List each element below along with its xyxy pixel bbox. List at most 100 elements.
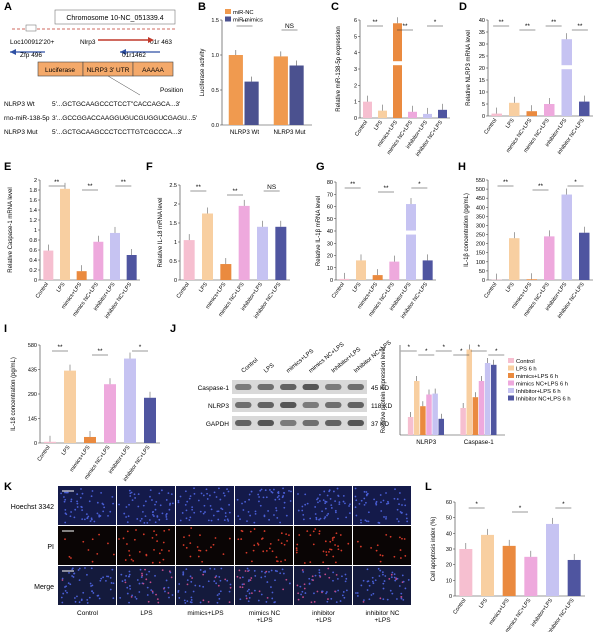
x-tick-label: Control (35, 282, 50, 300)
cell-dot (208, 580, 210, 582)
cell-dot (128, 515, 130, 517)
y-tick-label: 0 (354, 116, 357, 122)
cell-dot (186, 600, 188, 602)
microscopy-col-label: inhibitor NC (366, 610, 400, 617)
significance-label: ** (372, 19, 378, 26)
cell-dot (380, 501, 382, 503)
cell-dot (201, 493, 203, 495)
cell-dot (64, 522, 66, 524)
cell-dot (224, 579, 226, 581)
cell-dot (246, 598, 248, 600)
cell-dot (218, 593, 220, 595)
bar (509, 238, 520, 280)
y-tick-label: 6 (354, 18, 357, 24)
x-tick-label: mimics+LPS (69, 444, 92, 473)
cell-dot (276, 517, 278, 519)
cell-dot (380, 561, 382, 563)
bar (389, 262, 399, 280)
cell-dot (89, 500, 91, 502)
x-tick-label: mimics+LPS (488, 597, 511, 626)
cell-dot (283, 507, 285, 509)
significance-label: * (434, 19, 437, 26)
cell-dot (272, 550, 274, 552)
cell-dot (325, 540, 327, 542)
y-tick-label: 250 (476, 233, 485, 239)
cell-dot (327, 495, 329, 497)
cell-dot (123, 513, 125, 515)
cell-dot (61, 602, 63, 604)
cell-dot (399, 537, 401, 539)
cell-dot (81, 518, 83, 520)
cell-dot (385, 518, 387, 520)
y-tick-label: 2 (34, 178, 37, 184)
cell-dot (317, 501, 319, 503)
cell-dot (191, 509, 193, 511)
cell-dot (182, 573, 184, 575)
cell-dot (334, 590, 336, 592)
cell-dot (337, 590, 339, 592)
blot-band (325, 420, 342, 426)
legend-swatch (508, 388, 514, 393)
cell-dot (162, 559, 164, 561)
cell-dot (319, 494, 321, 496)
bar (467, 350, 473, 436)
microscopy-image (353, 526, 411, 565)
cell-dot (79, 601, 81, 603)
cell-dot (91, 590, 93, 592)
cell-dot (394, 498, 396, 500)
cell-dot (394, 488, 396, 490)
cell-dot (237, 499, 239, 501)
bar (423, 114, 432, 118)
cell-dot (274, 601, 276, 603)
cell-dot (367, 493, 369, 495)
cell-dot (112, 503, 114, 505)
cell-dot (182, 512, 184, 514)
cell-dot (332, 580, 334, 582)
cell-dot (337, 545, 339, 547)
cell-dot (279, 572, 281, 574)
cell-dot (168, 597, 170, 599)
y-tick-label: 20 (479, 66, 485, 72)
bar (239, 206, 250, 280)
cell-dot (324, 518, 326, 520)
y-tick-label: 0 (482, 278, 485, 284)
cell-dot (185, 591, 187, 593)
cell-dot (326, 591, 328, 593)
cell-dot (199, 534, 201, 536)
cell-dot (332, 571, 334, 573)
cell-dot (297, 592, 299, 594)
blot-kd-label: 45 KD (371, 385, 389, 392)
blot-band (258, 384, 275, 390)
cell-dot (213, 515, 215, 517)
y-axis-label: Luciferase activity (200, 49, 206, 97)
cell-dot (158, 519, 160, 521)
bar (60, 189, 70, 280)
cell-dot (364, 504, 366, 506)
blot-protein-label: Caspase-1 (198, 385, 230, 392)
cell-dot (129, 588, 131, 590)
cell-dot (265, 571, 267, 573)
cell-dot (385, 534, 387, 536)
bar (544, 236, 555, 280)
cell-dot (248, 580, 250, 582)
cell-dot (184, 602, 186, 604)
cell-dot (376, 501, 378, 503)
cell-dot (247, 590, 249, 592)
cell-dot (303, 518, 305, 520)
y-tick-label: 150 (476, 251, 485, 257)
y-tick-label: 5 (482, 102, 485, 108)
cell-dot (325, 508, 327, 510)
cell-dot (385, 492, 387, 494)
cell-dot (264, 576, 266, 578)
cell-dot (368, 598, 370, 600)
microscopy-col-label: mimics+LPS (187, 610, 224, 617)
microscopy-row-label: Hoechst 3342 (11, 504, 54, 511)
cell-dot (329, 541, 331, 543)
y-axis-label: Cell apoptosis index (%) (431, 517, 437, 582)
cell-dot (225, 512, 227, 514)
cell-dot (219, 499, 221, 501)
cell-dot (322, 590, 324, 592)
cell-dot (355, 506, 357, 508)
